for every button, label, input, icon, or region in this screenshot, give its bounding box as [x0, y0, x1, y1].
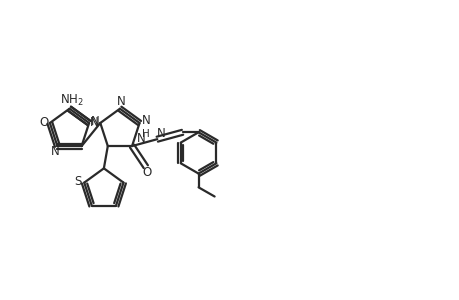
Text: N: N	[90, 116, 99, 130]
Text: NH$_2$: NH$_2$	[60, 93, 84, 108]
Text: N: N	[50, 145, 59, 158]
Text: S: S	[74, 175, 82, 188]
Text: N: N	[156, 127, 165, 140]
Text: H: H	[142, 129, 150, 140]
Text: O: O	[39, 116, 49, 130]
Text: N: N	[142, 114, 151, 127]
Text: N: N	[116, 95, 125, 108]
Text: N: N	[136, 131, 145, 145]
Text: N: N	[90, 115, 99, 128]
Text: O: O	[142, 166, 151, 179]
